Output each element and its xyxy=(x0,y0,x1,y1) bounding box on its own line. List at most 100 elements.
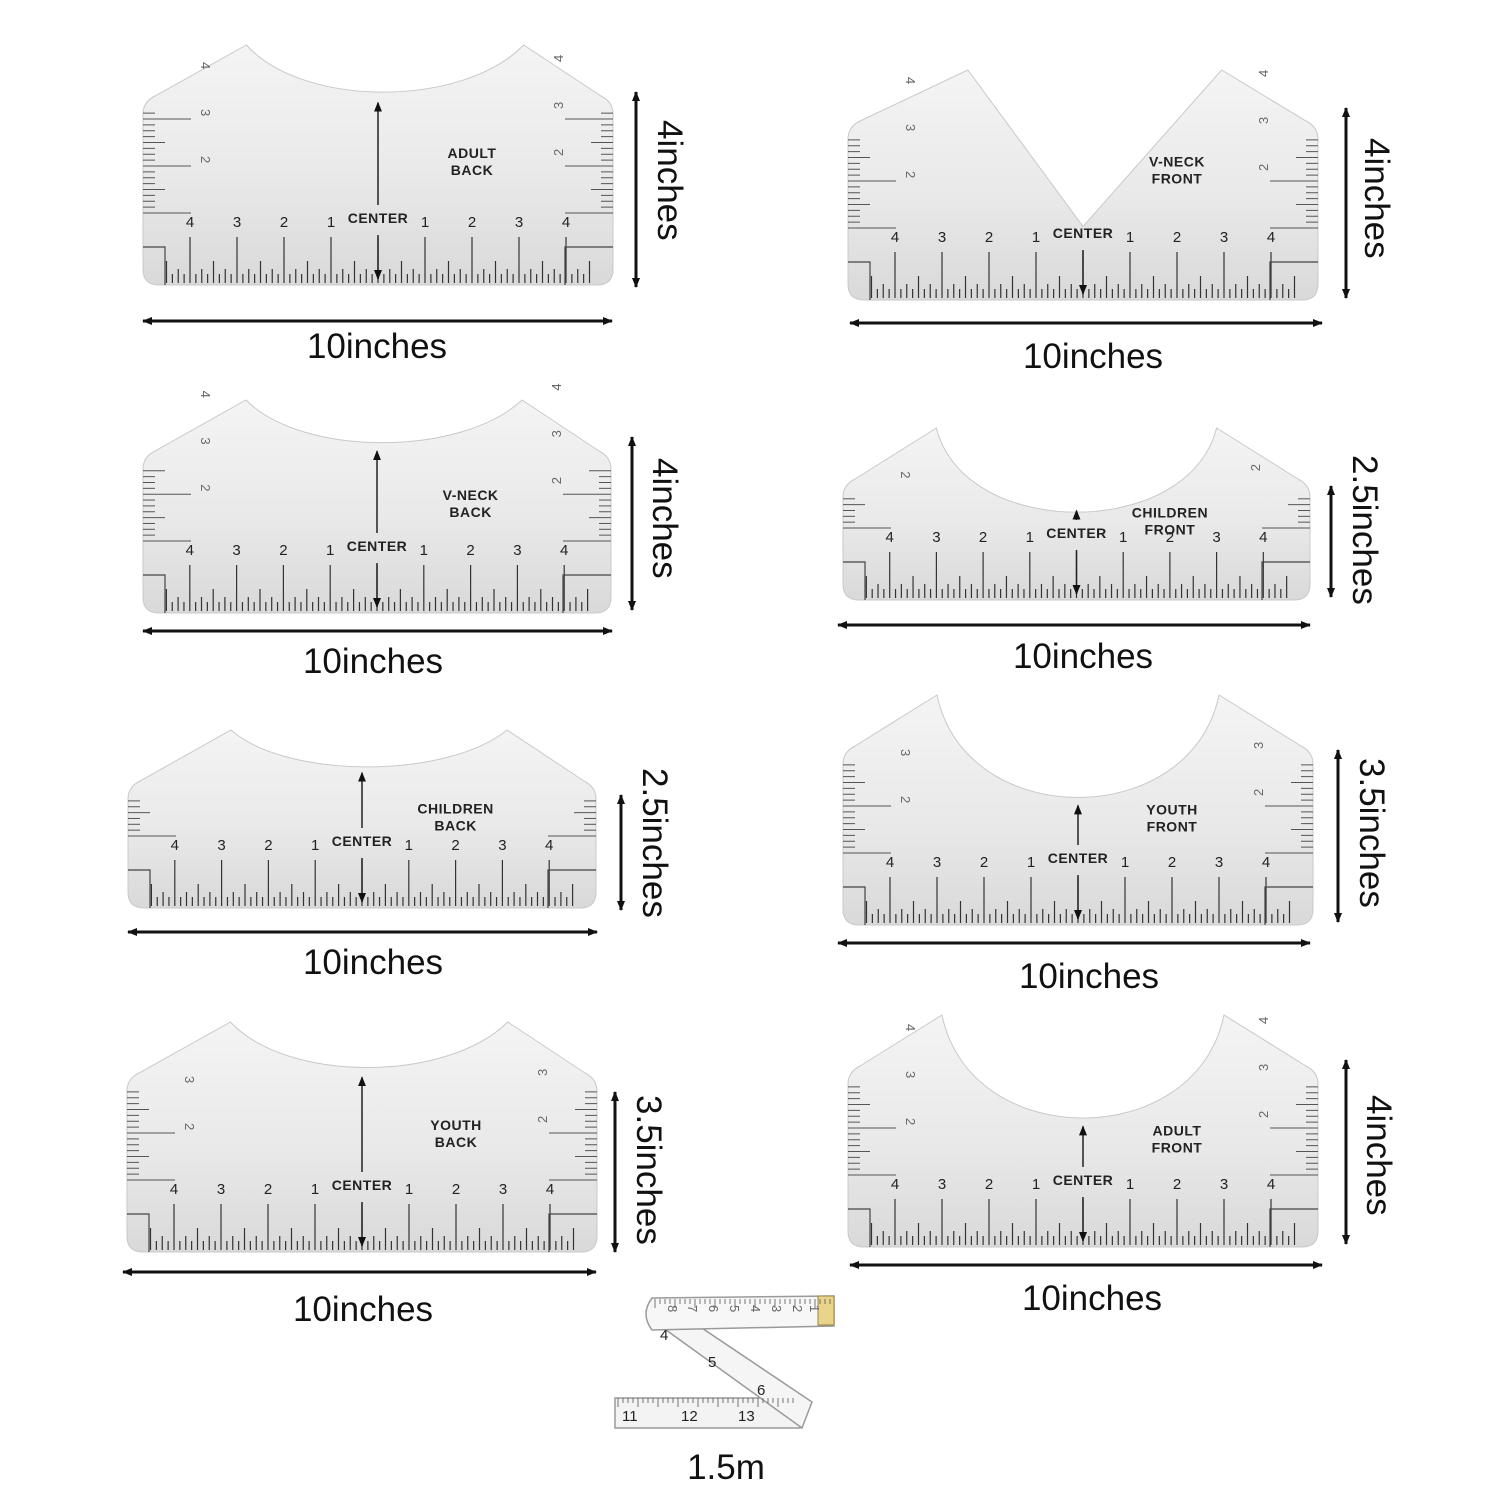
scale-number: 3 xyxy=(1220,1176,1228,1193)
side-scale-number: 3 xyxy=(551,102,566,109)
ruler-scale-numbers: 4 3 2 1 1 2 3 4 2 2 xyxy=(886,464,1268,546)
ruler-name-label: ADULT xyxy=(448,145,497,161)
scale-number: 3 xyxy=(217,837,225,854)
width-dimension-youth-front: 10inches xyxy=(837,939,1311,996)
tape-top-strip xyxy=(645,1295,835,1331)
height-label: 2.5inches xyxy=(1345,455,1384,605)
scale-number: 4 xyxy=(546,1181,554,1198)
scale-number: 4 xyxy=(562,214,570,231)
center-label: CENTER xyxy=(348,210,409,226)
side-scale-number: 3 xyxy=(198,109,213,116)
side-scale-number: 4 xyxy=(198,391,213,398)
ruler-name-label: V-NECK xyxy=(443,487,499,503)
scale-number: 2 xyxy=(985,229,993,246)
width-label: 10inches xyxy=(303,642,443,681)
measuring-tape: 8 7 6 5 4 3 2 1 4 5 6 11 12 13 1.5m xyxy=(614,1295,835,1487)
scale-number: 2 xyxy=(280,214,288,231)
center-label: CENTER xyxy=(1046,525,1107,541)
scale-number: 2 xyxy=(1173,1176,1181,1193)
tape-top-numbers: 8 7 6 5 4 3 2 1 xyxy=(665,1305,822,1312)
ruler-ticks xyxy=(128,800,596,908)
side-scale-number: 3 xyxy=(535,1069,550,1076)
width-dimension-adult-back: 10inches xyxy=(142,317,613,366)
tape-number: 5 xyxy=(727,1305,742,1312)
height-label: 4inches xyxy=(645,458,684,579)
side-scale-number: 2 xyxy=(551,149,566,156)
scale-number: 3 xyxy=(513,542,521,559)
scale-number: 1 xyxy=(1027,854,1035,871)
scale-number: 1 xyxy=(405,1181,413,1198)
scale-number: 2 xyxy=(979,529,987,546)
center-label: CENTER xyxy=(332,833,393,849)
ruler-name-label: BACK xyxy=(434,818,476,834)
ruler-scale-numbers: 4 3 2 1 1 2 3 4 3 3 2 2 xyxy=(886,742,1270,871)
scale-number: 3 xyxy=(499,1181,507,1198)
tape-ticks xyxy=(617,1299,831,1407)
center-label: CENTER xyxy=(1053,1172,1114,1188)
height-label: 3.5inches xyxy=(1352,758,1391,908)
tape-number: 7 xyxy=(685,1305,700,1312)
ruler-name-label: BACK xyxy=(449,504,491,520)
scale-number: 1 xyxy=(326,542,334,559)
width-label: 10inches xyxy=(1013,637,1153,676)
height-dimension-children-front: 2.5inches xyxy=(1327,455,1384,605)
height-label: 2.5inches xyxy=(635,768,674,918)
ruler-name-label: FRONT xyxy=(1152,171,1203,187)
side-scale-number: 2 xyxy=(549,477,564,484)
side-scale-number: 4 xyxy=(551,55,566,62)
tape-number: 12 xyxy=(681,1408,698,1425)
scale-number: 1 xyxy=(420,542,428,559)
width-dimension-adult-front: 10inches xyxy=(849,1261,1323,1318)
scale-number: 1 xyxy=(1119,529,1127,546)
scale-number: 2 xyxy=(451,837,459,854)
scale-number: 1 xyxy=(421,214,429,231)
ruler-body xyxy=(847,69,1319,301)
width-label: 10inches xyxy=(1023,337,1163,376)
scale-number: 2 xyxy=(980,854,988,871)
scale-number: 1 xyxy=(327,214,335,231)
height-dimension-vneck-back: 4inches xyxy=(628,436,684,611)
scale-number: 1 xyxy=(311,1181,319,1198)
scale-number: 3 xyxy=(1212,529,1220,546)
tape-number: 11 xyxy=(622,1408,638,1425)
ruler-name-label: CHILDREN xyxy=(417,801,493,817)
side-scale-number: 3 xyxy=(182,1076,197,1083)
width-label: 10inches xyxy=(293,1290,433,1329)
ruler-name-label: FRONT xyxy=(1145,521,1196,537)
scale-number: 4 xyxy=(170,1181,178,1198)
scale-number: 2 xyxy=(468,214,476,231)
scale-number: 3 xyxy=(938,1176,946,1193)
side-scale-number: 3 xyxy=(1256,1064,1271,1071)
ruler-name-label: YOUTH xyxy=(430,1117,482,1133)
side-scale-number: 3 xyxy=(903,124,918,131)
scale-number: 4 xyxy=(1262,854,1270,871)
scale-number: 3 xyxy=(1220,229,1228,246)
scale-number: 2 xyxy=(1168,854,1176,871)
scale-number: 4 xyxy=(886,529,894,546)
width-label: 10inches xyxy=(303,943,443,982)
side-scale-number: 4 xyxy=(903,77,918,84)
scale-number: 3 xyxy=(232,542,240,559)
width-dimension-vneck-front: 10inches xyxy=(849,319,1323,376)
ruler-name-label: BACK xyxy=(451,162,493,178)
side-scale-number: 2 xyxy=(1256,1111,1271,1118)
ruler-name-label: BACK xyxy=(435,1134,477,1150)
scale-number: 4 xyxy=(171,837,179,854)
scale-number: 1 xyxy=(1121,854,1129,871)
scale-number: 3 xyxy=(938,229,946,246)
side-scale-number: 2 xyxy=(198,484,213,491)
ruler-scale-numbers: 4 3 2 1 1 2 3 4 4 4 3 3 2 2 xyxy=(186,383,569,559)
scale-number: 3 xyxy=(932,529,940,546)
tape-number: 8 xyxy=(665,1305,680,1312)
side-scale-number: 3 xyxy=(198,437,213,444)
scale-number: 2 xyxy=(1166,529,1174,546)
tape-number: 1 xyxy=(807,1305,822,1312)
scale-number: 2 xyxy=(452,1181,460,1198)
side-scale-number: 4 xyxy=(1256,1017,1271,1024)
side-scale-number: 4 xyxy=(903,1024,918,1031)
side-scale-number: 2 xyxy=(898,471,913,478)
